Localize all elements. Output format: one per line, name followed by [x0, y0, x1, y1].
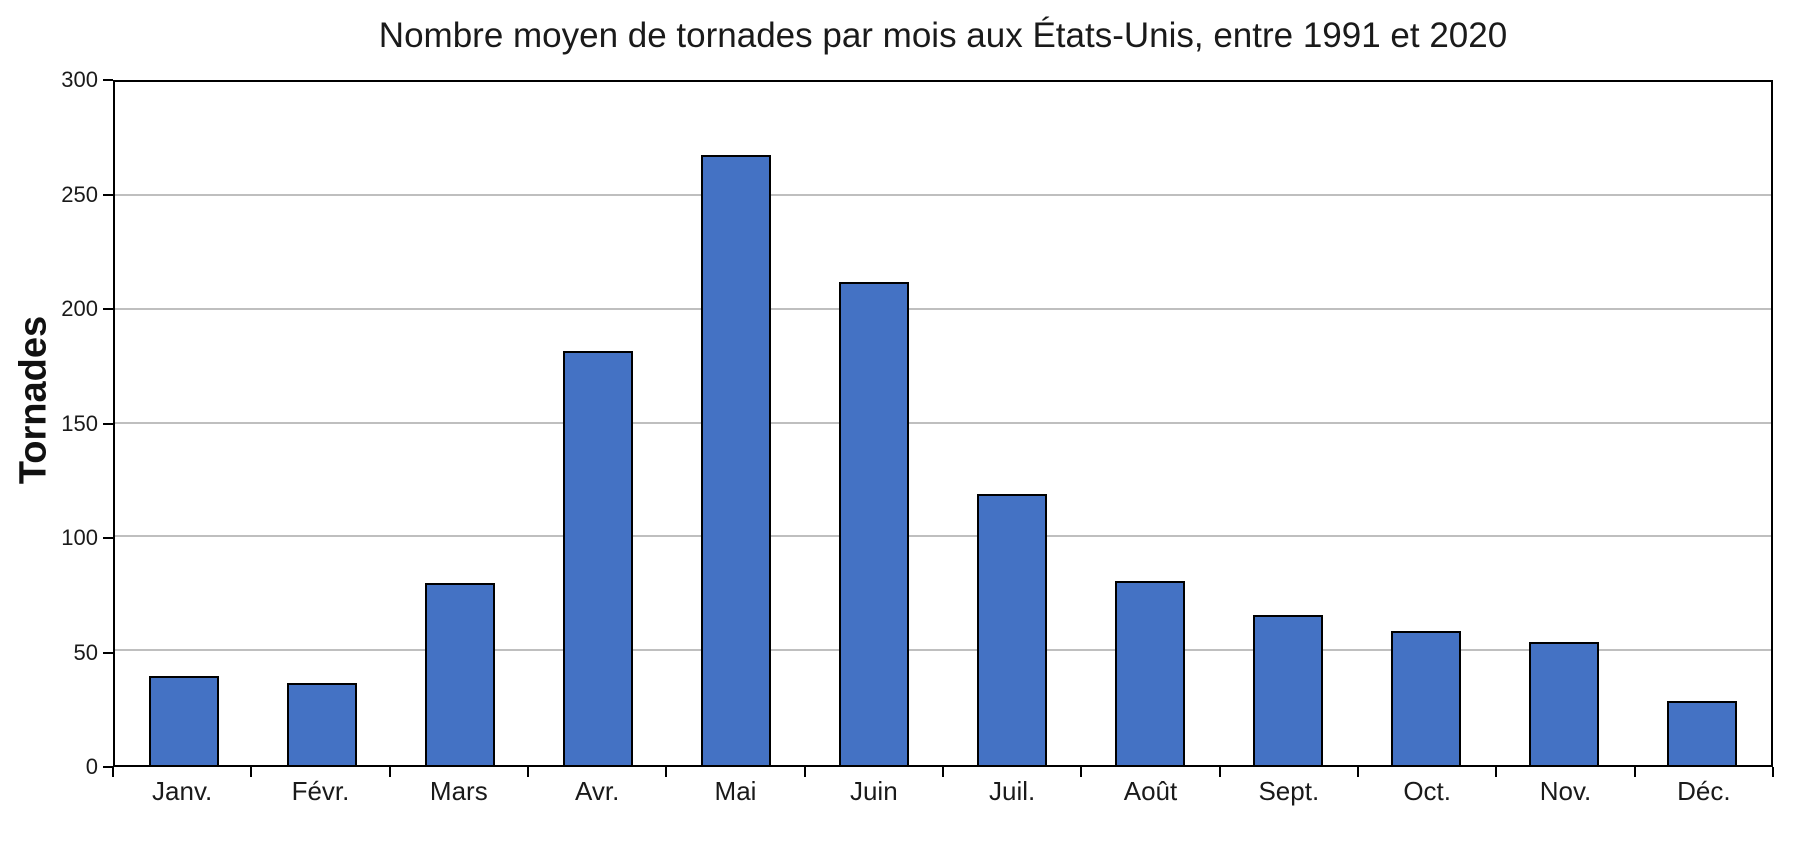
bar-mai: [701, 154, 771, 765]
y-tick-mark-250: [103, 193, 113, 196]
x-tick-mark-3: [527, 767, 529, 777]
x-tick-label-mai: Mai: [714, 776, 757, 806]
x-tick-label-avr: Avr.: [575, 776, 620, 806]
x-tick-mark-9: [1357, 767, 1359, 777]
x-tick-label-mars: Mars: [429, 776, 488, 806]
x-tick-mark-0: [112, 767, 114, 777]
bar-janv: [149, 676, 219, 765]
bar-mars: [425, 582, 495, 765]
bar-juin: [839, 282, 909, 765]
y-tick-label-250: 250: [61, 181, 98, 207]
x-tick-label-juil: Juil.: [989, 776, 1036, 806]
gridline-50: [115, 649, 1771, 652]
bar-févr: [287, 683, 357, 765]
x-tick-mark-2: [388, 767, 391, 777]
bar-oct: [1391, 630, 1461, 765]
y-tick-label-200: 200: [61, 296, 98, 321]
y-axis-title: Tornades: [12, 315, 55, 485]
gridline-100: [115, 535, 1771, 538]
y-tick-mark-0: [103, 766, 113, 768]
x-tick-mark-6: [942, 767, 944, 777]
x-tick-label-août: Août: [1123, 776, 1178, 806]
y-tick-label-0: 0: [85, 754, 98, 779]
x-tick-label-déc: Déc.: [1677, 776, 1731, 806]
gridline-250: [115, 193, 1771, 196]
bar-sept: [1253, 614, 1323, 765]
y-tick-mark-100: [103, 537, 113, 539]
x-tick-mark-8: [1218, 767, 1221, 777]
y-tick-label-150: 150: [61, 410, 98, 436]
bar-juil: [977, 494, 1047, 765]
x-tick-label-févr: Févr.: [291, 776, 350, 806]
x-tick-label-nov: Nov.: [1539, 776, 1592, 806]
y-tick-mark-200: [103, 308, 113, 310]
bar-avr: [563, 350, 633, 765]
x-tick-label-janv: Janv.: [152, 776, 213, 806]
bar-nov: [1529, 642, 1599, 765]
gridline-200: [115, 307, 1771, 310]
x-tick-label-oct: Oct.: [1403, 776, 1451, 806]
y-tick-label-50: 50: [73, 639, 98, 665]
x-tick-mark-11: [1633, 767, 1636, 777]
y-tick-mark-50: [103, 651, 113, 654]
y-tick-mark-300: [103, 79, 113, 81]
x-tick-mark-7: [1080, 767, 1083, 777]
x-tick-mark-10: [1495, 767, 1498, 777]
plot-area: [113, 80, 1773, 767]
x-tick-mark-4: [665, 767, 668, 777]
x-tick-label-sept: Sept.: [1258, 776, 1320, 806]
bar-août: [1115, 580, 1185, 765]
y-tick-label-300: 300: [61, 67, 98, 92]
y-tick-label-100: 100: [61, 525, 98, 550]
x-tick-mark-5: [803, 767, 806, 777]
x-tick-mark-1: [250, 767, 253, 777]
bar-déc: [1667, 701, 1737, 765]
x-tick-mark-12: [1772, 767, 1774, 777]
chart-title: Nombre moyen de tornades par mois aux Ét…: [378, 16, 1508, 55]
x-tick-label-juin: Juin: [849, 776, 898, 806]
y-tick-mark-150: [103, 422, 113, 425]
gridline-150: [115, 421, 1771, 424]
